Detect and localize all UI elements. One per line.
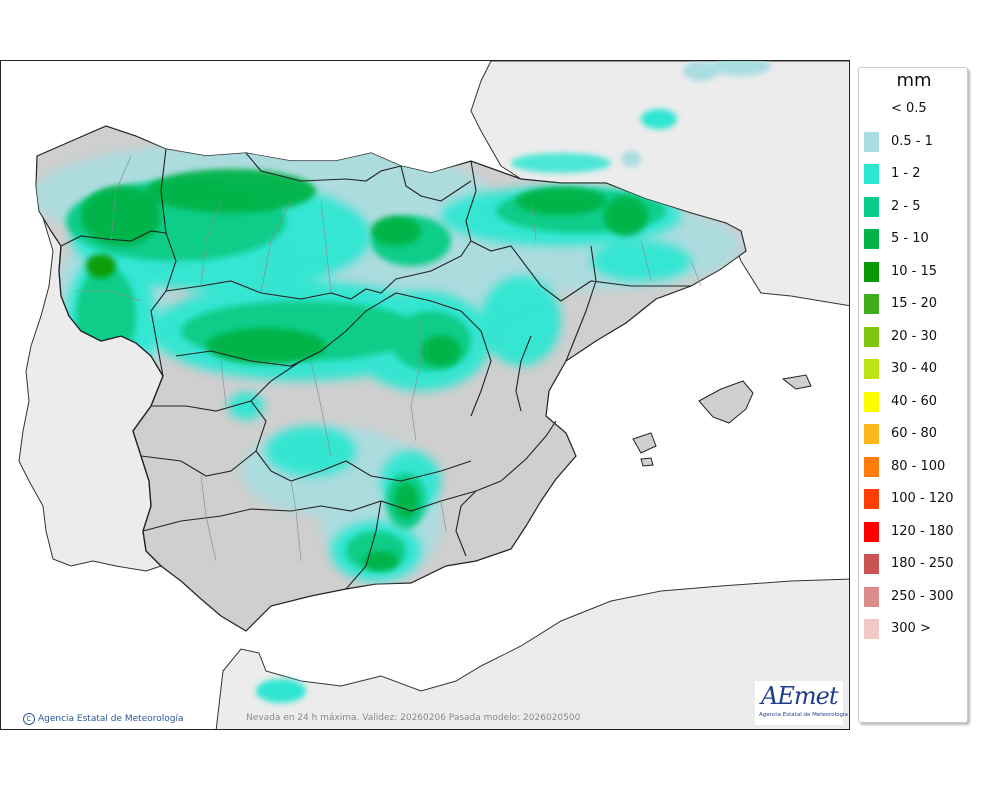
snowfall-areas-foreign — [256, 61, 771, 703]
map-caption: Nevada en 24 h máxima. Validez: 20260206… — [246, 713, 581, 723]
legend-swatch — [864, 99, 879, 119]
legend-label: 180 - 250 — [891, 556, 954, 571]
legend-label: 2 - 5 — [891, 198, 921, 214]
legend-label: 40 - 60 — [891, 393, 938, 409]
legend-label: 250 - 300 — [891, 588, 954, 604]
aemet-logo-subtitle: Agencia Estatal de Meteorología — [759, 712, 848, 718]
copyright-icon: C — [23, 713, 35, 725]
legend-swatch — [864, 359, 879, 379]
legend-label: 15 - 20 — [891, 296, 938, 311]
legend-swatch — [864, 554, 879, 574]
legend-label: 5 - 10 — [891, 231, 929, 246]
legend-swatch — [864, 131, 879, 152]
legend-swatch — [864, 489, 879, 509]
legend-swatch — [864, 391, 879, 412]
balearic-islands — [632, 374, 812, 467]
legend-label: < 0.5 — [891, 101, 927, 116]
aemet-logo-text: AEmet — [761, 682, 838, 710]
legend-swatch — [864, 424, 879, 444]
legend-swatch — [864, 196, 879, 217]
region-borders — [60, 148, 691, 590]
map-panel: C Agencia Estatal de Meteorología Nevada … — [0, 60, 850, 730]
legend-swatch — [864, 586, 879, 607]
legend-swatch — [864, 456, 879, 477]
legend-label: 1 - 2 — [891, 166, 921, 181]
legend-label: 10 - 15 — [891, 263, 938, 279]
attribution-text: C Agencia Estatal de Meteorología — [23, 713, 184, 725]
legend-label: 100 - 120 — [891, 491, 954, 506]
legend-label: 300 > — [891, 621, 931, 636]
legend-swatch — [864, 164, 879, 184]
legend-label: 120 - 180 — [891, 523, 954, 539]
legend-label: 30 - 40 — [891, 361, 938, 376]
legend-swatch — [864, 294, 879, 314]
africa-landmass — [215, 578, 849, 729]
province-borders — [76, 155, 702, 562]
aemet-logo: AEmet Agencia Estatal de Meteorología — [755, 681, 848, 725]
snowfall-map — [18, 61, 849, 729]
portugal-border — [58, 245, 164, 567]
legend-label: 80 - 100 — [891, 458, 946, 474]
legend-swatch — [864, 261, 879, 282]
legend-unit: mm — [896, 70, 932, 91]
legend-label: 60 - 80 — [891, 426, 938, 441]
legend-swatch — [864, 619, 879, 639]
legend-label: 20 - 30 — [891, 328, 938, 344]
attribution-label: Agencia Estatal de Meteorología — [38, 714, 184, 724]
legend-swatch — [864, 229, 879, 249]
legend-swatch — [864, 326, 879, 347]
legend-panel: mm < 0.5 0.5 - 1 1 - 2 2 - 5 5 - 10 10 - 15 15… — [858, 67, 968, 723]
legend-swatch — [864, 521, 879, 542]
legend-label: 0.5 - 1 — [891, 133, 933, 149]
